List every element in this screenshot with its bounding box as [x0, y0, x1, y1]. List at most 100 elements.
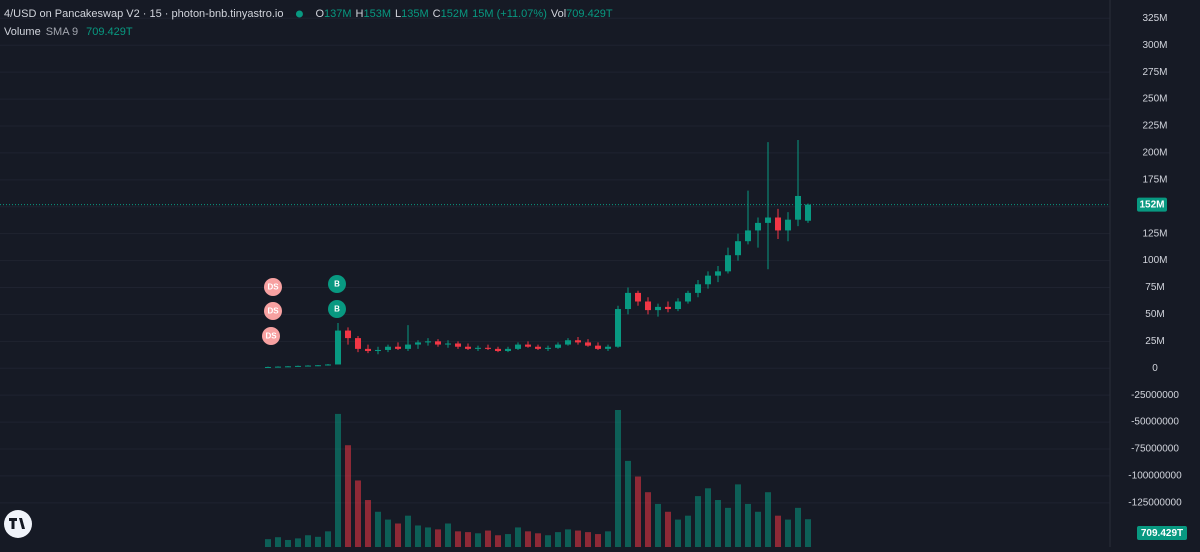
candle-body — [665, 306, 671, 310]
candle-body — [565, 340, 571, 345]
candle-body — [635, 292, 641, 302]
trade-marker-label: B — [334, 280, 340, 289]
candle-body — [725, 255, 731, 272]
y-tick-label: 50M — [1145, 309, 1164, 320]
y-tick-label: 100M — [1142, 255, 1167, 266]
y-tick-label: 325M — [1142, 13, 1167, 24]
candle-body — [395, 346, 401, 349]
volume-bar — [725, 507, 731, 547]
volume-bar — [475, 533, 481, 547]
volume-bar — [315, 536, 321, 547]
volume-value: 709.429T — [566, 8, 613, 20]
trade-marker — [264, 278, 282, 296]
volume-key: Vol — [551, 8, 566, 20]
ohlc-value: 137M — [324, 8, 352, 20]
y-tick-label: -125000000 — [1128, 497, 1182, 508]
candle-body — [645, 301, 651, 311]
candle-body — [515, 344, 521, 349]
volume-bar — [345, 445, 351, 547]
volume-bar — [765, 492, 771, 547]
volume-bar — [795, 507, 801, 547]
candle-body — [685, 292, 691, 302]
volume-bar — [715, 500, 721, 547]
trade-marker — [262, 327, 280, 345]
candle-body — [735, 241, 741, 256]
candle-body — [755, 222, 761, 231]
volume-bar — [755, 511, 761, 547]
ohlc-key: O — [315, 8, 324, 20]
y-tick-label: 300M — [1142, 40, 1167, 51]
chart-title: 4/USD on Pancakeswap V2 · 15 · photon-bn… — [4, 8, 283, 20]
candle-body — [375, 349, 381, 352]
candle-body — [445, 343, 451, 345]
candle-body — [345, 330, 351, 339]
y-tick-label: -100000000 — [1128, 471, 1182, 482]
volume-badge — [1137, 526, 1187, 540]
candle-body — [285, 366, 291, 368]
candle-body — [355, 338, 361, 349]
volume-bar — [265, 539, 271, 547]
candle-body — [585, 342, 591, 346]
candle-body — [705, 275, 711, 285]
y-tick-label: 125M — [1142, 228, 1167, 239]
volume-bar — [785, 519, 791, 547]
volume-bar — [635, 476, 641, 547]
volume-bar — [285, 539, 291, 547]
volume-bar — [605, 531, 611, 547]
ohlc-value: 135M — [401, 8, 429, 20]
y-tick-label: -50000000 — [1131, 417, 1179, 428]
volume-bar — [585, 532, 591, 547]
volume-bar — [655, 503, 661, 547]
y-tick-label: 175M — [1142, 174, 1167, 185]
volume-bar — [275, 537, 281, 547]
candle-body — [715, 271, 721, 276]
volume-bar — [395, 523, 401, 547]
trade-marker — [264, 302, 282, 320]
volume-bar — [695, 496, 701, 547]
candle-body — [775, 217, 781, 231]
trade-marker — [328, 275, 346, 293]
candle-body — [625, 292, 631, 310]
volume-bar — [675, 519, 681, 547]
candle-body — [485, 347, 491, 349]
tv-logo — [4, 510, 32, 538]
candle-body — [465, 346, 471, 349]
volume-bar — [525, 531, 531, 547]
status-dot — [295, 10, 303, 18]
volume-bar — [745, 503, 751, 547]
candle-body — [695, 284, 701, 293]
candle-body — [305, 365, 311, 367]
candle-body — [405, 344, 411, 349]
volume-bar — [465, 532, 471, 547]
volume-bar — [775, 515, 781, 547]
price-badge — [1137, 197, 1167, 212]
candle-body — [595, 345, 601, 349]
candle-body — [335, 330, 341, 365]
candle-body — [795, 195, 801, 220]
candle-body — [425, 341, 431, 343]
volume-bar — [325, 531, 331, 547]
volume-bar — [565, 529, 571, 547]
candle-body — [555, 344, 561, 348]
volume-bar — [385, 519, 391, 547]
candle-body — [675, 301, 681, 310]
volume-bar — [645, 492, 651, 547]
volume-bar — [335, 413, 341, 547]
ohlc-key: C — [433, 8, 441, 20]
y-tick-label: -75000000 — [1131, 444, 1179, 455]
y-tick-label: -25000000 — [1131, 390, 1179, 401]
volume-bar — [515, 527, 521, 547]
volume-indicator-name: Volume — [4, 26, 41, 38]
ohlc-value: 152M — [441, 8, 469, 20]
y-tick-label: 0 — [1152, 363, 1158, 374]
y-tick-label: 75M — [1145, 282, 1164, 293]
y-tick-label: 200M — [1142, 148, 1167, 159]
volume-indicator-value: 709.429T — [86, 26, 133, 38]
volume-bar — [705, 488, 711, 547]
ohlc-value: 153M — [363, 8, 391, 20]
candle-body — [265, 366, 271, 368]
volume-bar — [665, 511, 671, 547]
candle-body — [495, 348, 501, 352]
candle-body — [385, 346, 391, 350]
